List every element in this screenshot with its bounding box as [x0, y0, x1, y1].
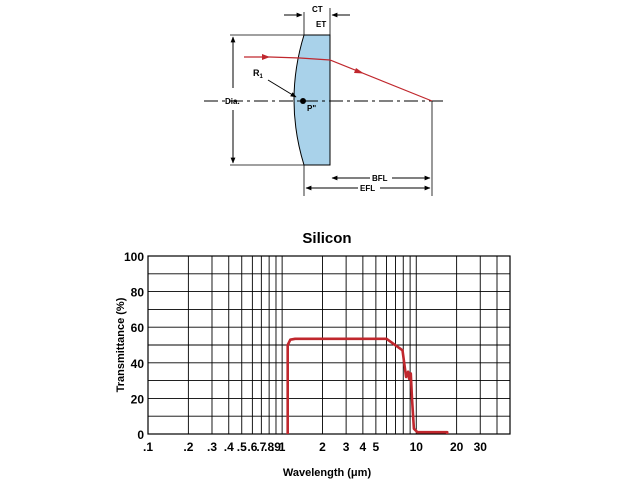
principal-point-label: P": [307, 104, 316, 113]
x-tick-label: .5: [237, 440, 247, 454]
x-tick-label: 4: [360, 440, 367, 454]
incoming-ray: [244, 56, 433, 102]
y-tick-label: 100: [124, 250, 144, 264]
y-axis-label: Transmittance (%): [115, 297, 127, 392]
r1-leader: [267, 79, 297, 98]
x-tick-label: .9: [271, 440, 281, 454]
principal-point-dot: [300, 98, 306, 104]
x-tick-label: .8: [264, 440, 274, 454]
y-tick-label: 20: [131, 392, 145, 406]
x-tick-label: .2: [183, 440, 193, 454]
x-axis-label: Wavelength (μm): [283, 467, 372, 479]
y-tick-label: 80: [131, 286, 145, 300]
x-tick-label: 10: [410, 440, 424, 454]
x-tick-label: 2: [319, 440, 326, 454]
lens-shape: [293, 34, 331, 166]
plot-frame: [147, 255, 511, 435]
y-tick-label: 60: [131, 321, 145, 335]
bfl-label: BFL: [372, 174, 388, 183]
x-tick-label: 30: [474, 440, 488, 454]
x-tick-label: .3: [207, 440, 217, 454]
x-tick-label: .4: [224, 440, 234, 454]
x-tick-label: .6: [247, 440, 257, 454]
x-tick-label: 20: [450, 440, 464, 454]
et-label: ET: [316, 20, 326, 29]
x-tick-label: 1: [279, 440, 286, 454]
y-tick-label: 0: [137, 428, 144, 442]
series-layer: [286, 337, 449, 434]
y-tick-labels: 0 20 40 60 80 100: [124, 250, 144, 442]
transmission-curve: [286, 337, 449, 434]
x-tick-labels: .1 .2 .3 .4.5.6.7.8.91 2 3 4 5 10 20 30: [143, 440, 487, 454]
dia-label: Dia.: [225, 97, 240, 106]
y-tick-label: 40: [131, 357, 145, 371]
chart-title: Silicon: [302, 230, 351, 247]
chart-grid: [147, 255, 511, 435]
ct-label: CT: [312, 5, 323, 14]
x-tick-label: 5: [373, 440, 380, 454]
r1-label: R1: [253, 68, 264, 80]
x-tick-label: .7: [256, 440, 266, 454]
lens-diagram: P" R1 Dia. CT ET BFL EFL: [204, 5, 444, 196]
x-tick-label: 3: [343, 440, 350, 454]
ray-arrow-1: [262, 54, 270, 60]
x-tick-label: .1: [143, 440, 153, 454]
ray-arrow-2: [354, 68, 364, 74]
efl-label: EFL: [360, 184, 375, 193]
